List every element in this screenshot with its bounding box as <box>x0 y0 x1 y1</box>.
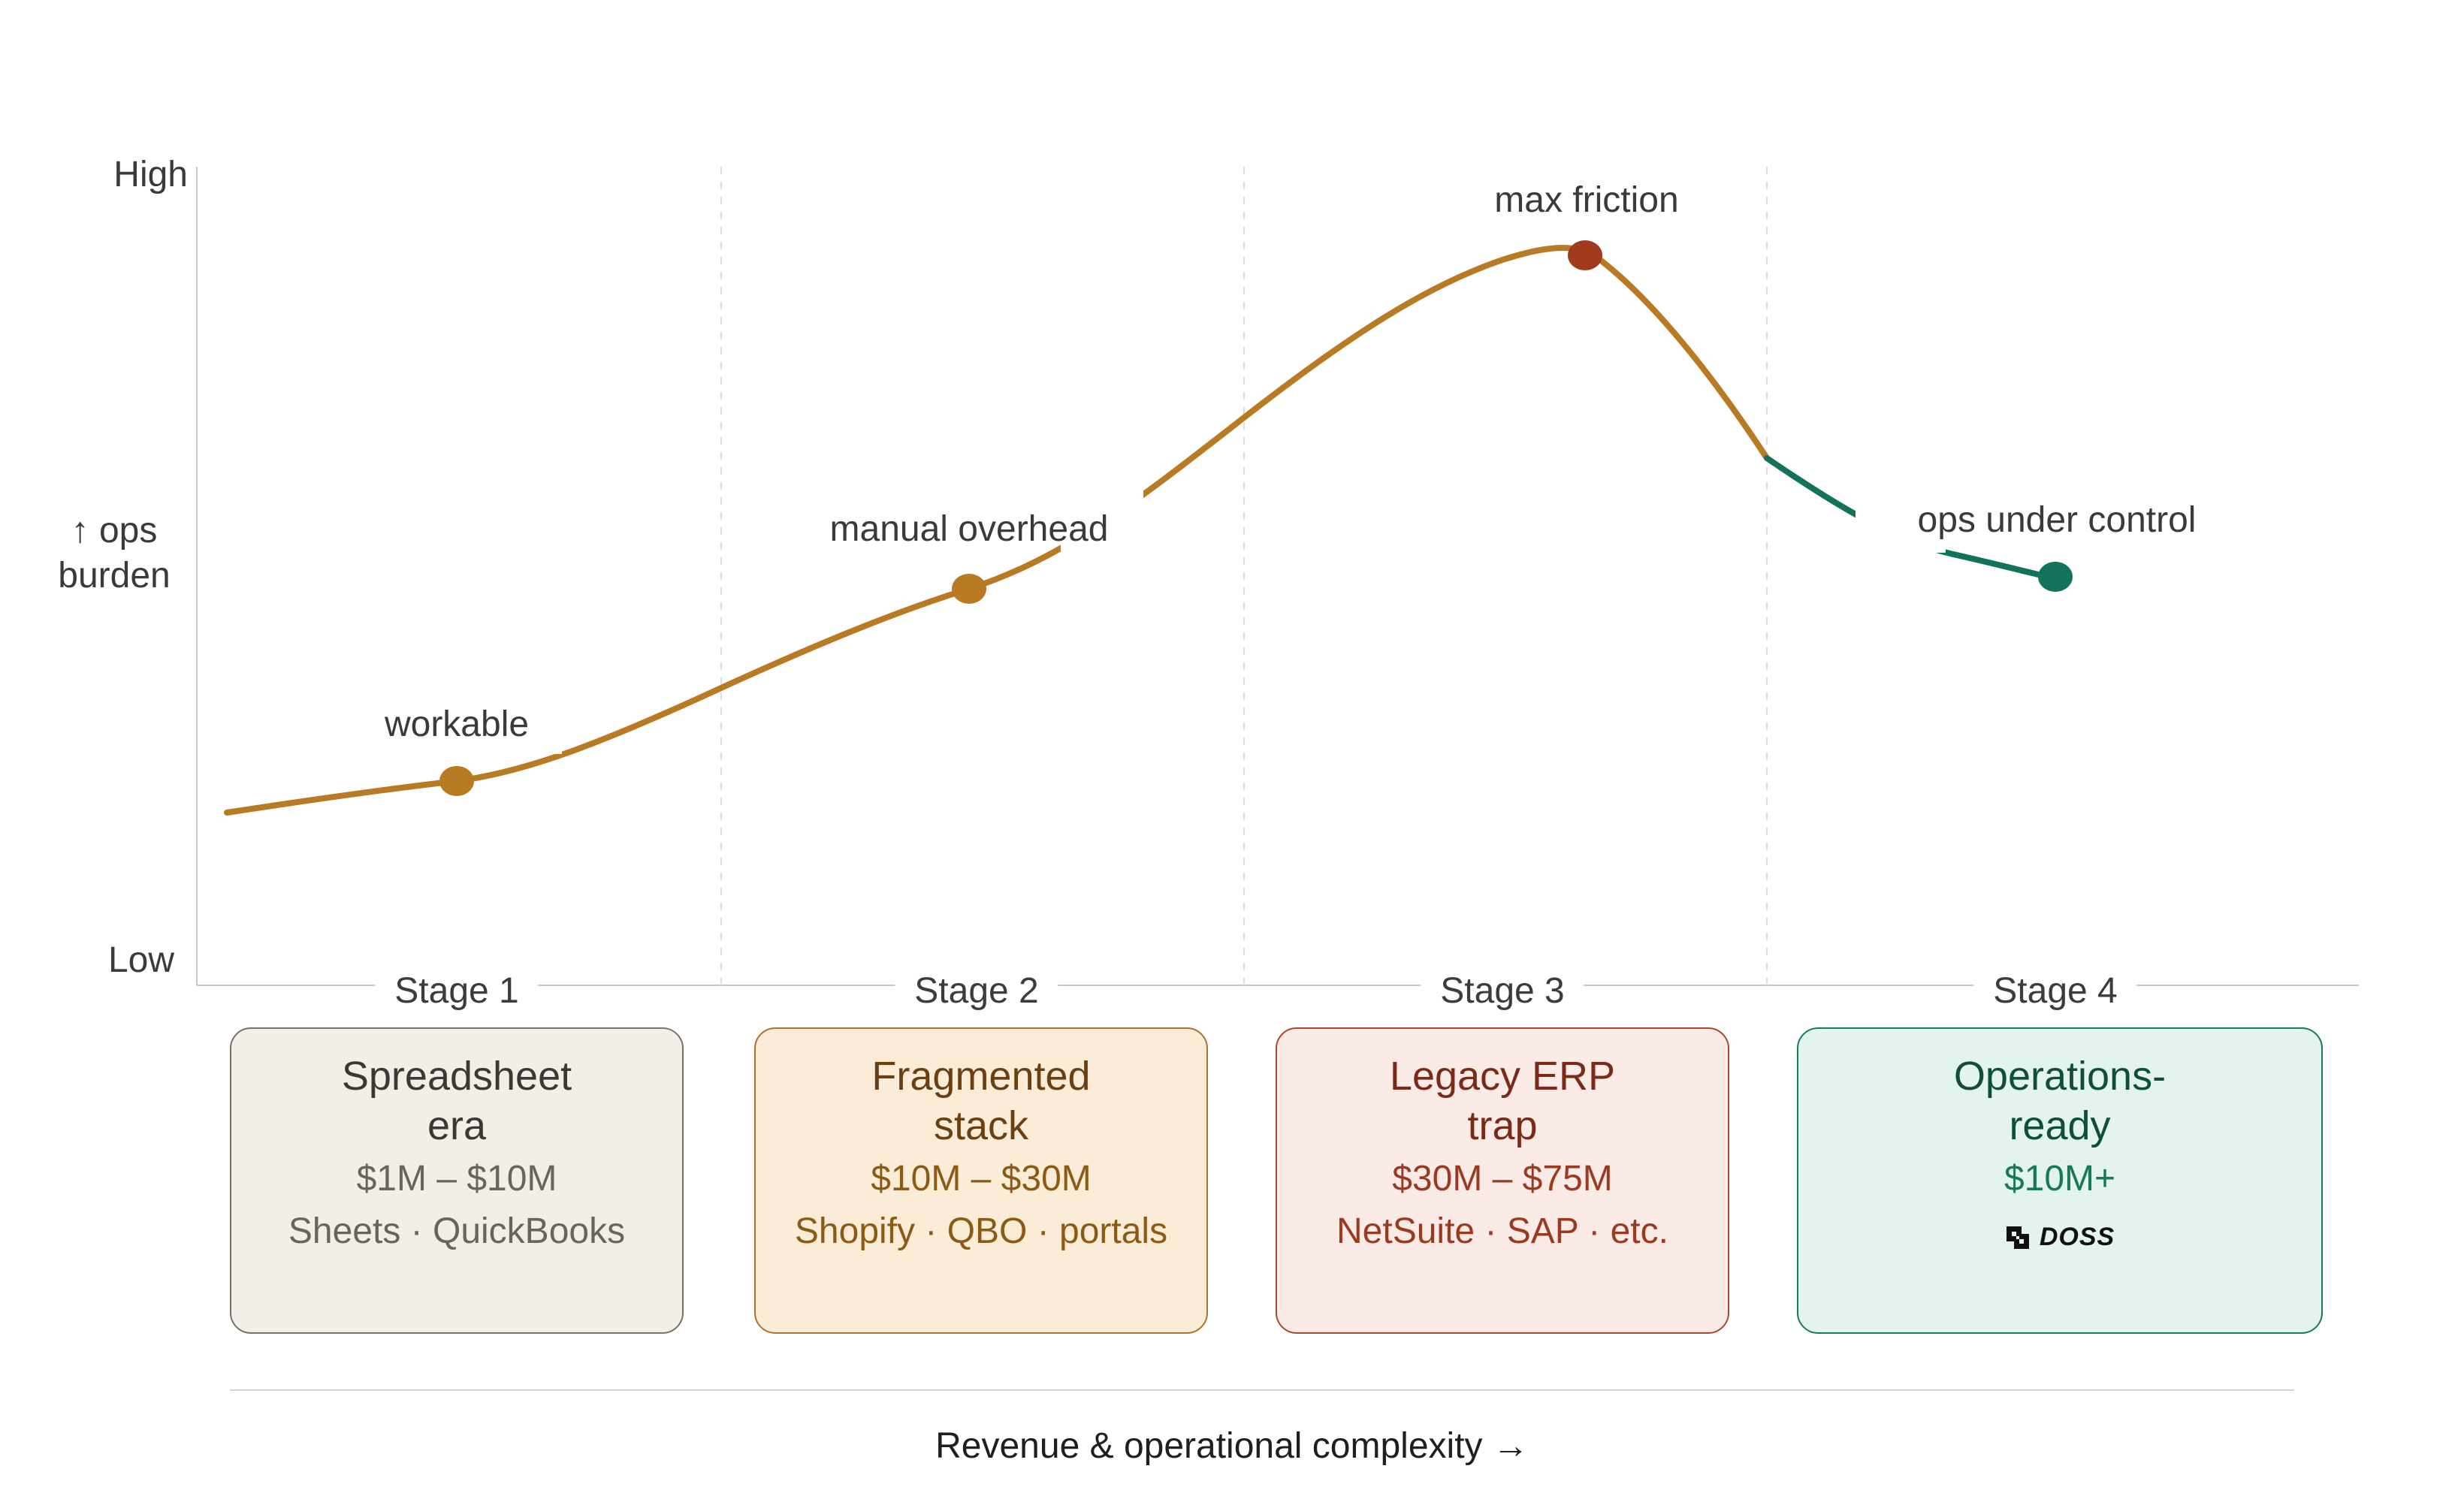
stage-card-stack: Shopify · QBO · portals <box>794 1211 1168 1251</box>
stage-card-revenue: $10M – $30M <box>871 1159 1092 1199</box>
stage-card-2: Fragmented stack $10M – $30M Shopify · Q… <box>754 1027 1208 1334</box>
stage-card-title: Spreadsheet era <box>341 1054 572 1148</box>
x-axis-separator <box>230 1389 2294 1391</box>
x-axis-label: Revenue & operational complexity → <box>935 1426 1529 1466</box>
stage-label-3: Stage 3 <box>1421 970 1584 1012</box>
stage-label-4: Stage 4 <box>1973 970 2137 1012</box>
stage-card-3: Legacy ERP trap $30M – $75M NetSuite · S… <box>1276 1027 1729 1334</box>
annotation-workable: workable <box>384 704 529 744</box>
y-axis-mid-label-line2: burden <box>58 556 170 596</box>
stage-label-1: Stage 1 <box>375 970 539 1012</box>
y-axis-high-label: High <box>113 155 188 195</box>
label-gap-workable <box>526 728 562 754</box>
stage-card-title: Operations- ready <box>1953 1054 2167 1148</box>
stage-card-stack: NetSuite · SAP · etc. <box>1336 1211 1668 1251</box>
marker-workable <box>439 766 474 796</box>
doss-mark-icon <box>2006 1226 2029 1249</box>
label-gap-control <box>1856 497 1946 553</box>
y-axis-low-label: Low <box>108 940 174 980</box>
stage-card-revenue: $30M – $75M <box>1392 1159 1613 1199</box>
doss-logo: DOSS <box>2005 1223 2115 1252</box>
stage-card-stack: Sheets · QuickBooks <box>288 1211 626 1251</box>
stage-card-4: Operations- ready $10M+ DOSS <box>1797 1027 2323 1334</box>
annotation-manual-overhead: manual overhead <box>830 509 1109 549</box>
stage-card-title: Fragmented stack <box>871 1054 1091 1148</box>
y-axis-mid-label-line1: ↑ ops <box>71 511 158 550</box>
stage-card-revenue: $10M+ <box>2004 1159 2116 1199</box>
annotation-max-friction: max friction <box>1494 180 1678 220</box>
doss-logo-text: DOSS <box>2039 1223 2115 1251</box>
marker-ops-under-control <box>2038 562 2073 592</box>
marker-max-friction <box>1568 240 1602 270</box>
annotation-ops-under-control: ops under control <box>1918 500 2197 540</box>
stage-card-title: Legacy ERP trap <box>1389 1054 1616 1148</box>
stage-card-1: Spreadsheet era $1M – $10M Sheets · Quic… <box>230 1027 684 1334</box>
stage-card-revenue: $1M – $10M <box>356 1159 557 1199</box>
label-gap-manual <box>1061 490 1143 562</box>
marker-manual-overhead <box>952 574 986 604</box>
stage-label-2: Stage 2 <box>895 970 1058 1012</box>
